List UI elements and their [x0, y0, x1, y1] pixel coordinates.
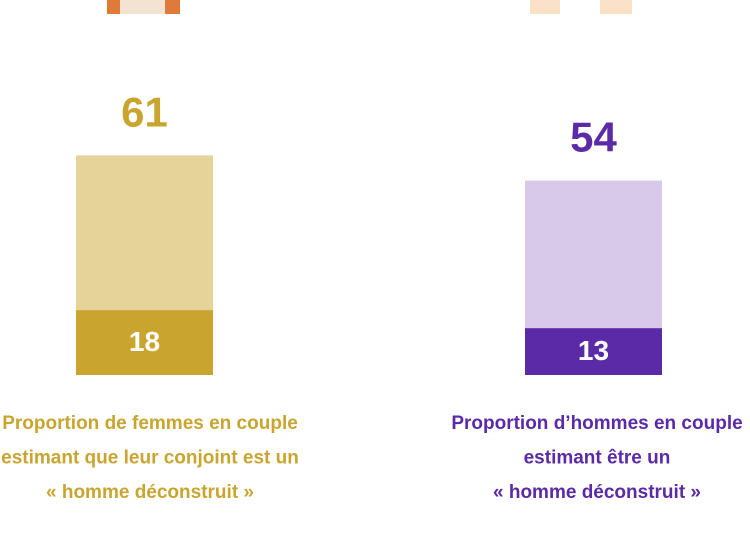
part-label: 13 — [578, 335, 609, 366]
icon-fragment — [560, 0, 600, 14]
caption: « homme déconstruit » — [493, 482, 701, 503]
caption: Proportion de femmes en couple — [2, 413, 298, 434]
caption: estimant que leur conjoint est un — [1, 448, 299, 469]
caption: estimant être un — [524, 448, 671, 469]
total-label: 61 — [121, 88, 168, 135]
caption: « homme déconstruit » — [46, 482, 254, 503]
total-label: 54 — [570, 114, 617, 161]
chart: 61 18 Proportion de femmes en couple estima… — [0, 0, 750, 539]
icon-fragment — [120, 0, 165, 14]
part-label: 18 — [129, 326, 160, 357]
caption: Proportion d’hommes en couple — [451, 413, 742, 434]
